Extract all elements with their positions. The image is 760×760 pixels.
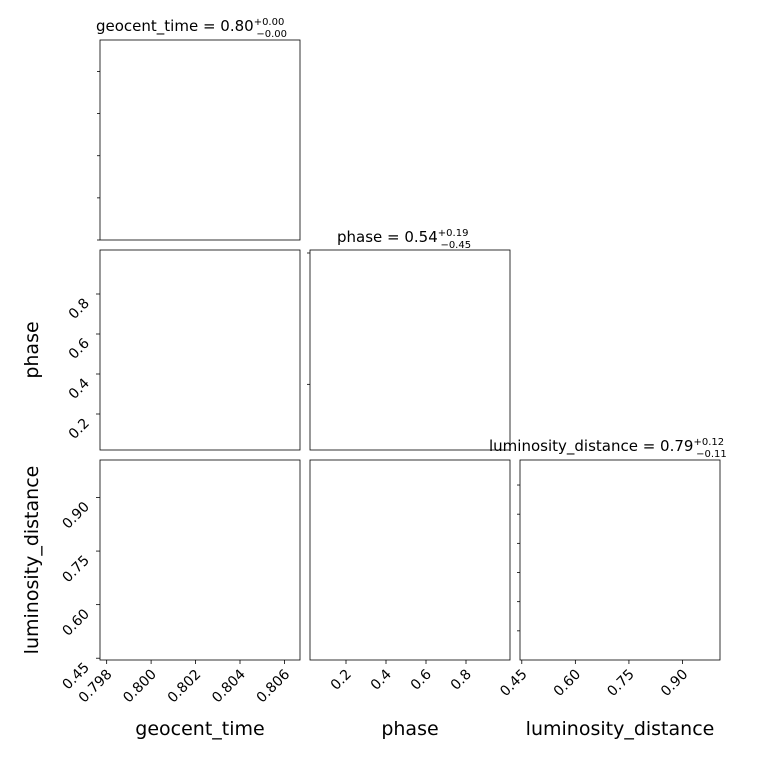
y-tick-label: 0.6	[66, 335, 93, 362]
xlabel-geocent-time: geocent_time	[135, 718, 264, 740]
sample-point	[97, 281, 99, 283]
sample-point	[303, 404, 305, 406]
title-luminosity-distance: luminosity_distance = 0.79+0.12 −0.11	[489, 437, 727, 460]
ylabel-phase: phase	[21, 321, 43, 378]
x-tick-label: 0.4	[368, 666, 395, 693]
sample-point	[69, 285, 71, 287]
sample-point	[77, 276, 79, 278]
sample-point	[305, 412, 307, 414]
sample-point	[93, 284, 95, 286]
title-phase: phase = 0.54+0.19 −0.45	[337, 228, 471, 251]
hist-frame-luminosity_distance	[519, 459, 721, 661]
hist-frame-geocent_time	[99, 39, 301, 241]
sample-point	[305, 351, 307, 353]
joint-frame	[99, 249, 301, 451]
x-tick-label: 0.2	[328, 667, 355, 694]
y-tick-label: 0.2	[66, 416, 93, 443]
x-tick-label: 0.90	[658, 667, 691, 700]
x-tick-label: 0.802	[165, 667, 205, 707]
sample-point	[88, 277, 90, 279]
sample-point	[74, 277, 76, 279]
sample-point	[95, 277, 97, 279]
x-tick-label: 0.75	[604, 667, 637, 700]
x-tick-label: 0.60	[551, 667, 584, 700]
sample-point	[67, 283, 69, 285]
ylabel-luminosity-distance: luminosity_distance	[21, 466, 43, 655]
sample-point	[57, 271, 59, 273]
title-geocent-time: geocent_time = 0.80+0.00 −0.00	[96, 17, 287, 40]
x-tick-label: 0.45	[497, 667, 530, 700]
sample-point	[90, 281, 92, 283]
sample-point	[73, 292, 75, 294]
sample-point	[67, 270, 69, 272]
x-tick-label: 0.800	[120, 667, 160, 707]
y-tick-label: 0.4	[66, 375, 93, 402]
y-tick-label: 0.8	[66, 296, 93, 323]
y-tick-label: 0.60	[59, 606, 92, 639]
hist-frame-phase	[309, 249, 511, 451]
sample-point	[72, 279, 74, 281]
sample-point	[76, 285, 78, 287]
sample-point	[87, 287, 89, 289]
y-tick-label: 0.90	[59, 499, 92, 532]
y-tick-label: 0.75	[59, 553, 92, 586]
x-tick-label: 0.804	[209, 666, 249, 706]
sample-point	[301, 421, 303, 423]
sample-point	[25, 283, 27, 285]
x-tick-label: 0.8	[448, 667, 475, 694]
sample-point	[92, 283, 94, 285]
joint-frame	[309, 459, 511, 661]
sample-point	[82, 284, 84, 286]
xlabel-phase: phase	[381, 718, 438, 740]
joint-frame	[99, 459, 301, 661]
x-tick-label: 0.806	[254, 666, 294, 706]
sample-point	[96, 285, 98, 287]
sample-point	[84, 273, 86, 275]
xlabel-luminosity-distance: luminosity_distance	[526, 718, 715, 740]
sample-point	[84, 289, 86, 291]
sample-point	[83, 286, 85, 288]
x-tick-label: 0.6	[408, 666, 435, 693]
sample-point	[82, 280, 84, 282]
